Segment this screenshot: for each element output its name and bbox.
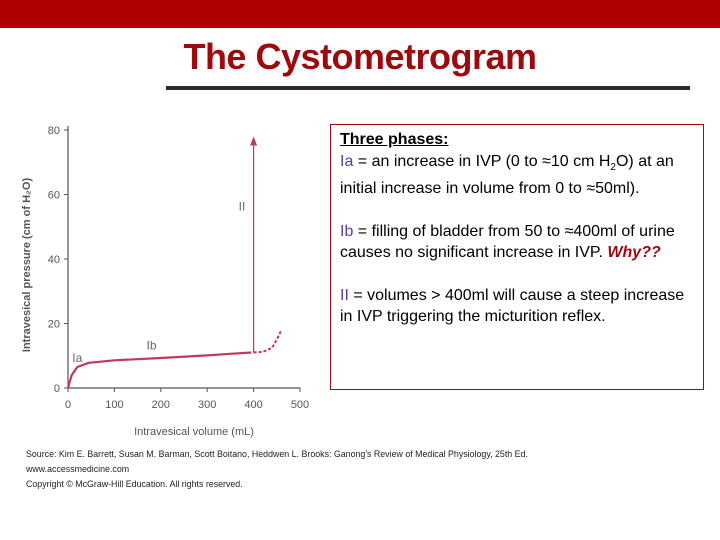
cystometrogram-chart: 0 20 40 60 80 0 100 200 300 400 500 Intravesical vo… bbox=[21, 125, 309, 438]
phase-ib-term: Ib bbox=[340, 222, 354, 240]
title-underline bbox=[166, 86, 690, 90]
source-url: www.accessmedicine.com bbox=[26, 464, 130, 475]
y-tick-label: 40 bbox=[48, 254, 60, 266]
x-tick-label: 500 bbox=[291, 399, 309, 411]
copyright-line: Copyright © McGraw-Hill Education. All r… bbox=[26, 479, 243, 490]
top-accent-bar bbox=[0, 0, 720, 28]
phase-ib-why: Why?? bbox=[607, 244, 661, 262]
phase-ia-text: = an increase in IVP (0 to ≈10 cm H bbox=[353, 152, 611, 170]
phase-ii-text: = volumes > 400ml will cause a steep inc… bbox=[340, 286, 685, 326]
source-line: Source: Kim E. Barrett, Susan M. Barman,… bbox=[26, 449, 528, 460]
phase-ib-text: = filling of bladder from 50 to ≈400ml o… bbox=[340, 222, 675, 262]
x-tick-label: 0 bbox=[65, 399, 71, 411]
y-tick-label: 60 bbox=[48, 190, 60, 202]
phase-ia-text-2: O) at an initial increase in volume from… bbox=[340, 152, 674, 198]
phase-label: Ia bbox=[72, 351, 82, 365]
phases-heading: Three phases: bbox=[340, 131, 449, 148]
x-tick-label: 200 bbox=[152, 399, 170, 411]
cystometrogram-figure: 0 20 40 60 80 0 100 200 300 400 500 Intravesical vo… bbox=[18, 112, 318, 447]
x-axis-title: Intravesical volume (mL) bbox=[134, 426, 254, 438]
y-tick-label: 20 bbox=[48, 319, 60, 331]
phase-ib-curve bbox=[66, 351, 252, 389]
x-tick-label: 100 bbox=[105, 399, 123, 411]
source-citation: Source: Kim E. Barrett, Susan M. Barman,… bbox=[26, 447, 621, 492]
x-tick-label: 400 bbox=[244, 399, 262, 411]
y-tick-label: 0 bbox=[54, 383, 60, 395]
phase-label: II bbox=[239, 200, 246, 214]
slide-title: The Cystometrogram bbox=[183, 36, 537, 77]
phase-label: Ib bbox=[147, 338, 157, 352]
y-axis-title: Intravesical pressure (cm of H₂O) bbox=[21, 178, 33, 353]
spike-arrowhead bbox=[250, 136, 258, 146]
phase-ii-term: II bbox=[340, 286, 349, 304]
x-tick-label: 300 bbox=[198, 399, 216, 411]
y-tick-label: 80 bbox=[48, 125, 60, 137]
phase-ia-term: Ia bbox=[340, 152, 354, 170]
phases-textbox: Three phases: Ia = an increase in IVP (0… bbox=[330, 124, 704, 390]
phase-ia-subscript: 2 bbox=[610, 161, 616, 173]
post-void-tail bbox=[253, 329, 283, 354]
